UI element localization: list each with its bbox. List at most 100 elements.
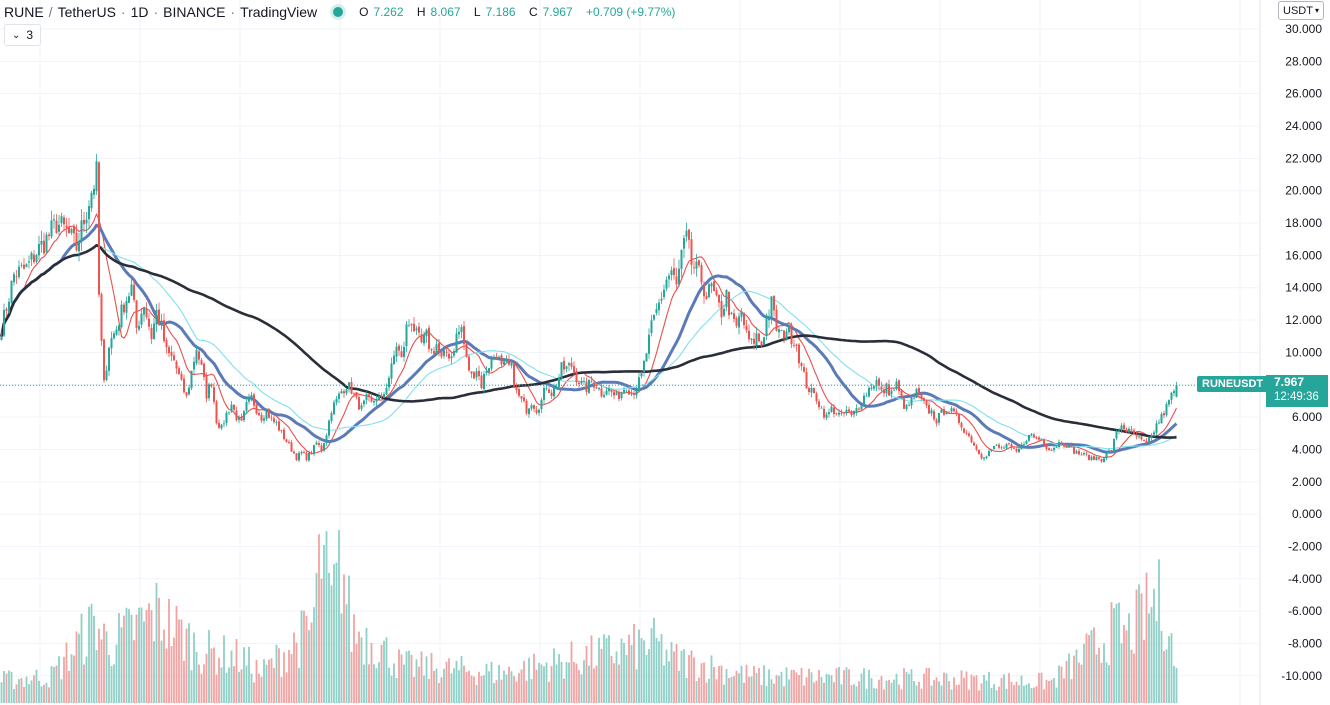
volume-bar: [888, 679, 890, 703]
volume-bar: [175, 605, 178, 703]
currency-label: USDT: [1283, 4, 1313, 17]
volume-bar: [398, 649, 400, 703]
volume-bar: [558, 654, 560, 703]
price-axis[interactable]: 30.000 28.000 26.000 24.000 22.000 20.000 18.0…: [1259, 0, 1330, 705]
volume-bar: [665, 649, 668, 703]
volume-bar: [870, 678, 873, 703]
candle-body: [310, 452, 313, 455]
candle-body: [1118, 430, 1120, 432]
candle-body: [90, 192, 93, 209]
candle-body: [1150, 435, 1153, 439]
volume-bar: [1150, 607, 1153, 703]
market-status-icon[interactable]: [333, 7, 344, 17]
volume-bar: [1045, 679, 1048, 703]
candle-body: [483, 373, 485, 390]
volume-bar: [10, 671, 13, 703]
candle-body: [688, 229, 690, 240]
volume-bar: [1175, 667, 1178, 703]
volume-bar: [338, 530, 340, 703]
candle-body: [745, 325, 748, 331]
candle-body: [658, 302, 660, 311]
candle-body: [473, 372, 475, 379]
volume-bar: [845, 667, 848, 703]
volume-bar: [1173, 665, 1175, 703]
volume-bar: [763, 665, 765, 703]
candle-body: [1053, 447, 1055, 451]
volume-bar: [350, 651, 353, 703]
close-label: C: [528, 5, 538, 19]
volume-bar: [170, 646, 173, 703]
candle-body: [935, 419, 938, 424]
volume-bar: [538, 662, 540, 703]
candle-body: [958, 414, 960, 423]
candle-body: [850, 411, 853, 416]
candle-body: [410, 324, 413, 326]
volume-bar: [840, 684, 843, 703]
candle-body: [1033, 434, 1035, 437]
candle-body: [360, 405, 363, 409]
volume-bar: [605, 638, 608, 703]
candle-body: [198, 351, 200, 360]
volume-bar: [23, 686, 25, 703]
volume-bar: [1023, 685, 1025, 703]
volume-bar: [435, 668, 438, 703]
candle-body: [655, 309, 658, 314]
candle-body: [928, 404, 930, 414]
indicators-toggle-button[interactable]: ⌄ 3: [4, 24, 42, 46]
volume-bar: [710, 655, 713, 703]
candle-body: [643, 360, 645, 373]
volume-bar: [525, 680, 528, 703]
volume-bar: [1103, 643, 1105, 703]
volume-bar: [235, 639, 238, 703]
volume-bar: [915, 685, 918, 703]
grid: [0, 0, 1258, 705]
candle-body: [873, 386, 875, 389]
volume-bar: [698, 677, 700, 703]
symbol-base[interactable]: RUNE: [4, 4, 44, 20]
candle-body: [50, 220, 53, 237]
volume-bar: [55, 665, 58, 703]
candle-body: [488, 368, 490, 373]
volume-bar: [633, 623, 635, 703]
interval-label[interactable]: 1D: [130, 4, 149, 20]
candle-body: [380, 395, 383, 398]
volume-bar: [648, 649, 650, 703]
volume-bar: [653, 617, 655, 703]
high-label: H: [416, 5, 426, 19]
candle-body: [1073, 447, 1075, 454]
candle-body: [768, 316, 770, 321]
volume-bar: [508, 666, 510, 703]
volume-bar: [883, 689, 885, 703]
volume-bar: [1060, 666, 1063, 703]
symbol-quote[interactable]: TetherUS: [57, 4, 116, 20]
candle-body: [720, 301, 723, 318]
candle-body: [293, 451, 295, 454]
candle-body: [1100, 458, 1103, 462]
volume-bar: [913, 681, 915, 703]
candle-body: [1043, 439, 1045, 446]
volume-bar: [468, 670, 470, 703]
candle-body: [135, 300, 138, 328]
volume-bar: [1010, 681, 1013, 703]
volume-bar: [1080, 664, 1083, 703]
volume-bar: [188, 623, 190, 703]
candle-body: [235, 410, 238, 421]
candle-body: [403, 346, 405, 357]
currency-button[interactable]: USDT ▾: [1278, 1, 1324, 20]
candle-body: [815, 393, 818, 402]
candle-body: [1135, 434, 1138, 437]
candle-body: [38, 243, 40, 256]
last-price-tag: 7.967 12:49:36: [1266, 375, 1328, 407]
candle-body: [1060, 442, 1063, 444]
candle-body: [35, 255, 38, 262]
candle-body: [750, 338, 753, 340]
candle-body: [220, 424, 223, 429]
price-tick-label: -6.000: [1288, 604, 1322, 618]
volume-bar: [863, 668, 865, 703]
volume-bar: [160, 640, 163, 703]
volume-bar: [885, 680, 888, 703]
candle-body: [73, 226, 75, 234]
volume-bar: [658, 641, 660, 703]
volume-bar: [240, 669, 243, 703]
